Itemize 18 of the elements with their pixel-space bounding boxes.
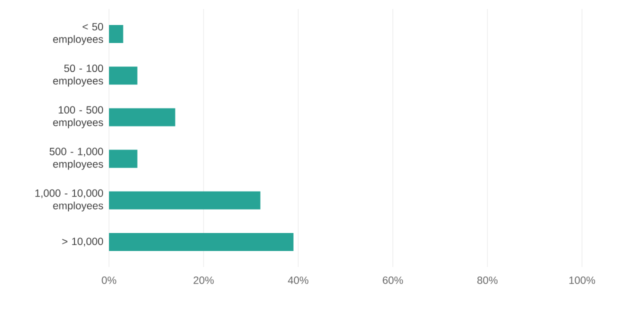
x-tick-label: 80% (477, 276, 498, 284)
x-tick-label: 40% (288, 276, 308, 284)
bar (109, 150, 138, 168)
y-tick-label: 500 - 1,000 employees (50, 148, 104, 170)
bar (109, 24, 124, 43)
y-tick-label: 100 - 500 employees (53, 106, 104, 128)
x-tick-label: 0% (102, 276, 116, 284)
y-tick-label: < 50 employees (53, 22, 104, 45)
x-tick-label: 20% (194, 276, 214, 284)
y-tick-label: > 10,000 (62, 238, 104, 246)
x-tick-label: 60% (382, 276, 403, 284)
y-tick-label: 50 - 100 employees (53, 64, 104, 87)
bar (109, 66, 138, 85)
bar (109, 233, 294, 252)
bar (109, 191, 260, 210)
x-tick-label: 100% (569, 276, 596, 284)
y-tick-label: 1,000 - 10,000 employees (35, 189, 104, 212)
bar (109, 108, 176, 126)
